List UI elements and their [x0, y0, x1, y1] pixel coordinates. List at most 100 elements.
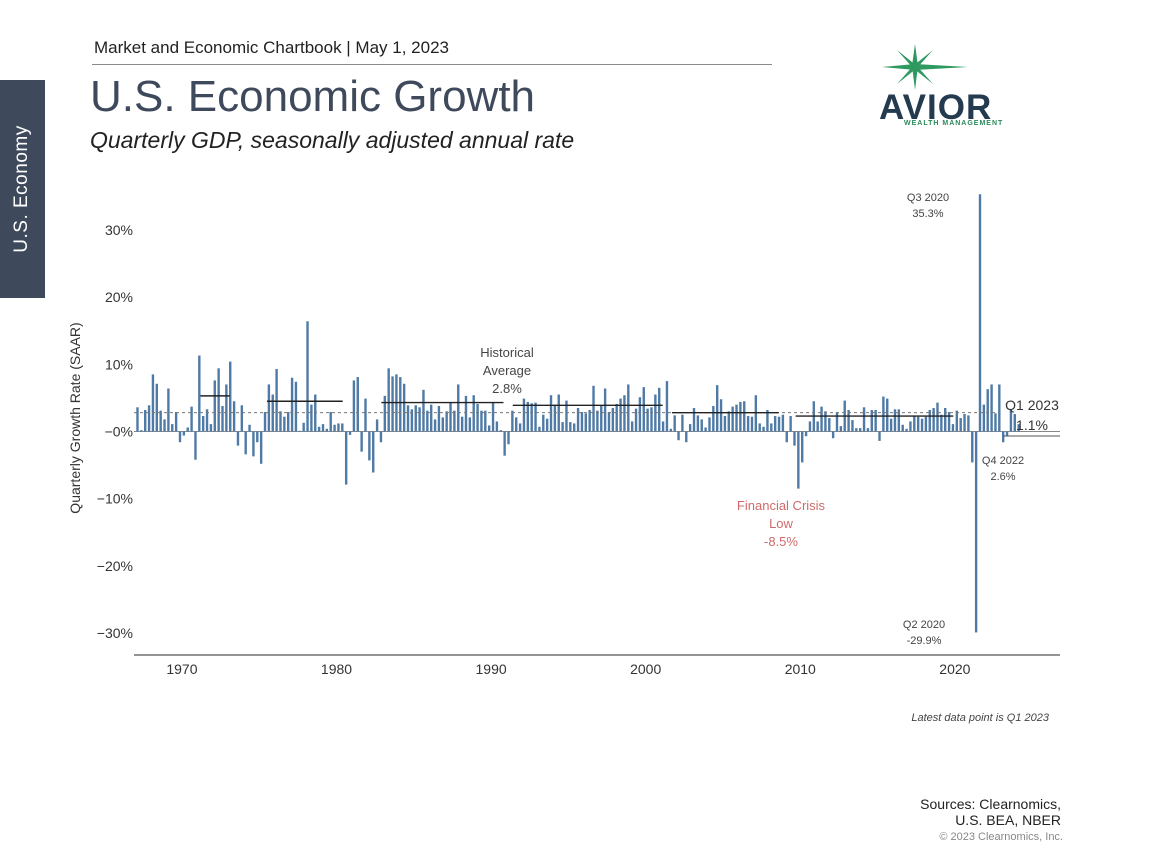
gdp-bar	[638, 397, 642, 432]
gdp-bar	[878, 431, 881, 441]
gdp-bar	[283, 416, 286, 432]
gdp-bar	[511, 410, 514, 432]
gdp-bar	[542, 414, 545, 432]
gdp-bar	[364, 398, 367, 432]
gdp-bar	[766, 409, 769, 432]
gdp-bar	[182, 431, 186, 436]
gdp-bar	[1005, 431, 1009, 436]
y-tick-label: −30%	[97, 625, 133, 641]
gdp-bar	[994, 413, 997, 432]
gdp-bar	[580, 412, 584, 432]
gdp-bar	[205, 409, 209, 432]
gdp-bar	[661, 421, 665, 432]
x-tick-label: 1990	[476, 661, 507, 677]
gdp-bar	[681, 414, 684, 432]
gdp-bar	[201, 416, 205, 432]
gdp-bar	[963, 414, 966, 432]
gdp-bar	[565, 400, 568, 432]
gdp-bar	[882, 396, 885, 432]
gdp-bar	[677, 431, 680, 441]
gdp-bar	[240, 405, 244, 432]
gdp-bar	[491, 401, 495, 432]
gdp-bar	[518, 423, 522, 432]
logo-subtext: WEALTH MANAGEMENT	[904, 120, 1004, 127]
gdp-bar	[913, 416, 916, 432]
gdp-bar	[352, 380, 356, 432]
gdp-bar	[159, 410, 162, 432]
gdp-bar	[232, 401, 236, 432]
gdp-bar	[441, 417, 444, 432]
gdp-bar	[144, 409, 147, 432]
gdp-bar	[229, 361, 232, 432]
gdp-bar	[569, 422, 572, 432]
gdp-bar	[557, 394, 560, 432]
gdp-bar	[998, 384, 1001, 432]
gdp-bar	[704, 427, 707, 432]
gdp-bar	[325, 428, 329, 432]
gdp-bar	[824, 411, 827, 432]
gdp-bar	[368, 431, 371, 461]
gdp-bar	[287, 412, 290, 432]
gdp-bar	[797, 431, 800, 489]
gdp-bar	[472, 395, 475, 432]
gdp-bar	[731, 406, 734, 432]
gdp-bar	[820, 406, 823, 432]
gdp-bar	[920, 418, 924, 432]
gdp-bar	[337, 423, 340, 432]
gdp-bar	[886, 398, 889, 432]
gdp-bar	[808, 421, 812, 432]
hist-avg-label-2: Average	[483, 363, 531, 378]
gdp-bar	[723, 416, 727, 432]
gdp-bar	[692, 407, 696, 432]
sources-line-1: Sources: Clearnomics,	[920, 796, 1061, 812]
gdp-bar	[851, 420, 854, 432]
gdp-bar	[522, 398, 526, 432]
y-tick-label: 10%	[105, 356, 133, 372]
gdp-bar	[263, 412, 267, 432]
gdp-bar	[225, 384, 228, 432]
chartbook-header: Market and Economic Chartbook | May 1, 2…	[94, 38, 449, 57]
gdp-bar	[739, 401, 742, 432]
gdp-bar	[414, 405, 417, 432]
gdp-bar	[858, 428, 862, 432]
gdp-bar	[712, 405, 715, 432]
y-tick-label: 30%	[105, 222, 133, 238]
gdp-bar	[615, 403, 618, 432]
q1-2023-label-2: 1.1%	[1016, 417, 1048, 433]
gdp-bar	[194, 431, 197, 460]
sources-note: Sources: Clearnomics, U.S. BEA, NBER	[920, 796, 1061, 828]
gdp-bar	[793, 431, 796, 446]
x-tick-label: 1970	[166, 661, 197, 677]
gdp-bar	[321, 424, 325, 432]
gdp-bar	[236, 431, 240, 446]
gdp-bar	[909, 421, 912, 432]
gdp-bar	[151, 374, 155, 432]
gdp-bar	[360, 431, 363, 452]
gdp-bar	[951, 424, 955, 432]
copyright: © 2023 Clearnomics, Inc.	[939, 831, 1063, 843]
gdp-bar	[217, 368, 220, 432]
gdp-bar	[457, 384, 460, 432]
gdp-bar	[596, 410, 599, 432]
gdp-bar	[777, 416, 781, 432]
gdp-bar	[553, 404, 557, 432]
gdp-bar	[936, 402, 939, 432]
latest-note: Latest data point is Q1 2023	[911, 712, 1049, 724]
gdp-bar	[317, 426, 321, 432]
gdp-bar	[870, 409, 873, 432]
gdp-bar	[561, 422, 564, 432]
gdp-bar	[804, 431, 808, 437]
gdp-bar	[445, 411, 448, 432]
gdp-bar	[391, 376, 394, 432]
gdp-bar	[967, 415, 970, 432]
gdp-bar	[140, 430, 143, 432]
gdp-bar	[534, 402, 537, 432]
gdp-bar	[592, 385, 595, 432]
gdp-bar	[986, 389, 989, 432]
gdp-bar	[259, 431, 263, 464]
gdp-bar	[781, 414, 785, 432]
gdp-bar	[530, 403, 533, 432]
gdp-bar	[174, 412, 178, 432]
gdp-bar	[499, 430, 502, 432]
